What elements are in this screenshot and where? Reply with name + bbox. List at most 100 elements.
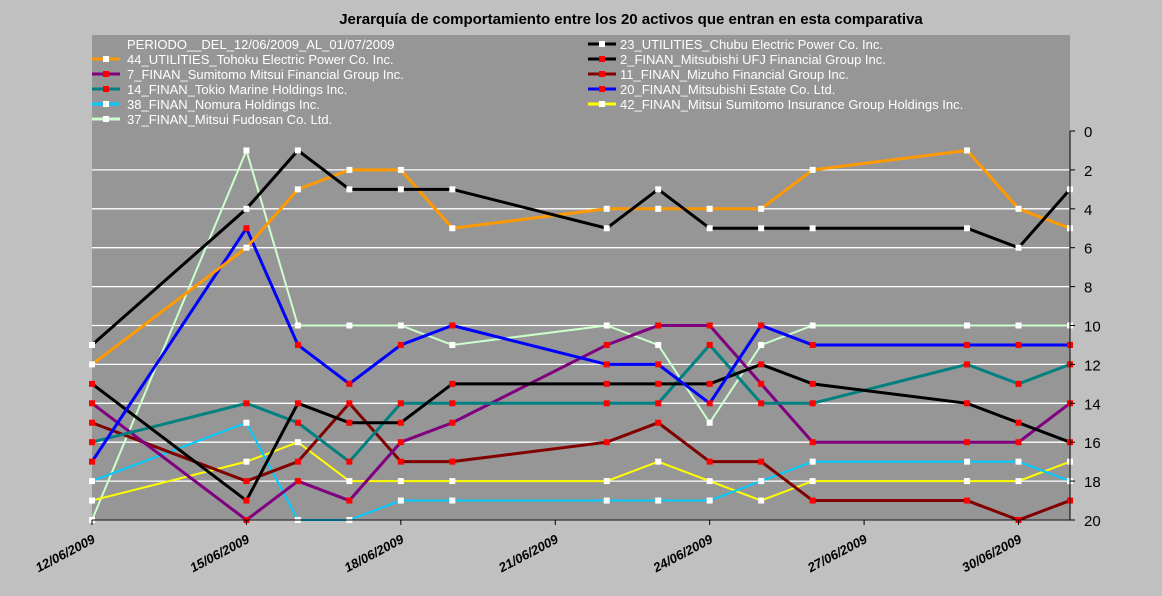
- data-point: [655, 205, 662, 212]
- y-tick-label: 2: [1084, 163, 1092, 180]
- data-point: [89, 361, 95, 368]
- series-line: [91, 148, 1072, 347]
- data-point: [603, 497, 610, 504]
- data-point: [706, 497, 713, 504]
- data-point: [603, 478, 610, 485]
- data-point: [346, 380, 353, 387]
- data-point: [397, 341, 404, 348]
- data-point: [655, 341, 662, 348]
- data-point: [449, 380, 456, 387]
- data-point: [449, 478, 456, 485]
- data-point: [294, 419, 301, 426]
- data-point: [243, 205, 250, 212]
- data-point: [603, 439, 610, 446]
- series-line: [91, 362, 1071, 503]
- legend-label: 42_FINAN_Mitsui Sumitomo Insurance Group…: [620, 97, 963, 112]
- x-tick-label: 27/06/2009: [804, 531, 870, 576]
- y-tick-label: 8: [1084, 280, 1092, 297]
- x-tick-label: 21/06/2009: [495, 531, 561, 576]
- data-point: [397, 458, 404, 465]
- data-point: [1015, 419, 1022, 426]
- data-point: [294, 322, 301, 329]
- data-point: [89, 419, 95, 426]
- data-point: [449, 225, 456, 232]
- data-point: [89, 478, 95, 485]
- data-point: [243, 497, 250, 504]
- data-point: [603, 400, 610, 407]
- data-point: [964, 458, 971, 465]
- data-point: [655, 458, 662, 465]
- data-point: [346, 419, 353, 426]
- data-point: [706, 341, 713, 348]
- y-tick-label: 0: [1084, 124, 1092, 141]
- data-point: [809, 439, 816, 446]
- y-tick-label: 12: [1084, 357, 1101, 374]
- x-tick-label: 12/06/2009: [33, 531, 98, 575]
- data-point: [603, 361, 610, 368]
- data-point: [449, 186, 456, 193]
- data-point: [1015, 322, 1022, 329]
- series-line: [91, 441, 1071, 502]
- data-point: [1015, 478, 1022, 485]
- data-point: [89, 497, 95, 504]
- legend-label: 44_UTILITIES_Tohoku Electric Power Co. I…: [127, 52, 394, 67]
- data-point: [758, 322, 765, 329]
- data-point: [243, 419, 250, 426]
- data-point: [89, 341, 95, 348]
- data-point: [294, 439, 301, 446]
- legend-label: 20_FINAN_Mitsubishi Estate Co. Ltd.: [620, 82, 835, 97]
- data-point: [706, 419, 713, 426]
- data-point: [603, 380, 610, 387]
- data-point: [294, 400, 301, 407]
- data-point: [89, 400, 95, 407]
- y-tick-label: 20: [1084, 513, 1101, 530]
- legend-marker: [103, 86, 109, 92]
- legend-marker: [599, 86, 605, 92]
- data-point: [449, 458, 456, 465]
- legend-label: 14_FINAN_Tokio Marine Holdings Inc.: [127, 82, 347, 97]
- y-tick-label: 16: [1084, 435, 1101, 452]
- legend-label: 11_FINAN_Mizuho Financial Group Inc.: [620, 67, 849, 82]
- data-point: [655, 322, 662, 329]
- legend-marker: [103, 101, 109, 107]
- data-point: [89, 458, 95, 465]
- data-point: [1015, 341, 1022, 348]
- data-point: [397, 478, 404, 485]
- data-point: [706, 225, 713, 232]
- data-point: [1015, 458, 1022, 465]
- series-line: [91, 342, 1071, 464]
- data-point: [89, 439, 95, 446]
- data-point: [346, 322, 353, 329]
- data-point: [964, 478, 971, 485]
- data-point: [809, 497, 816, 504]
- data-point: [1015, 244, 1022, 251]
- data-point: [294, 341, 301, 348]
- data-point: [603, 322, 610, 329]
- x-tick-label: 18/06/2009: [342, 531, 407, 575]
- data-point: [346, 166, 353, 173]
- data-point: [706, 458, 713, 465]
- data-point: [243, 147, 250, 154]
- data-point: [758, 497, 765, 504]
- chart-title: Jerarquía de comportamiento entre los 20…: [339, 11, 923, 28]
- data-point: [964, 225, 971, 232]
- data-point: [397, 400, 404, 407]
- legend-marker: [599, 101, 605, 107]
- y-tick-label: 4: [1084, 202, 1092, 219]
- data-point: [758, 478, 765, 485]
- data-point: [809, 341, 816, 348]
- data-point: [809, 380, 816, 387]
- y-tick-label: 10: [1084, 319, 1101, 336]
- data-point: [603, 225, 610, 232]
- data-point: [243, 478, 250, 485]
- data-point: [809, 225, 816, 232]
- data-point: [1015, 380, 1022, 387]
- data-point: [346, 186, 353, 193]
- data-point: [397, 322, 404, 329]
- data-point: [758, 205, 765, 212]
- data-point: [1015, 439, 1022, 446]
- data-point: [758, 400, 765, 407]
- data-point: [397, 419, 404, 426]
